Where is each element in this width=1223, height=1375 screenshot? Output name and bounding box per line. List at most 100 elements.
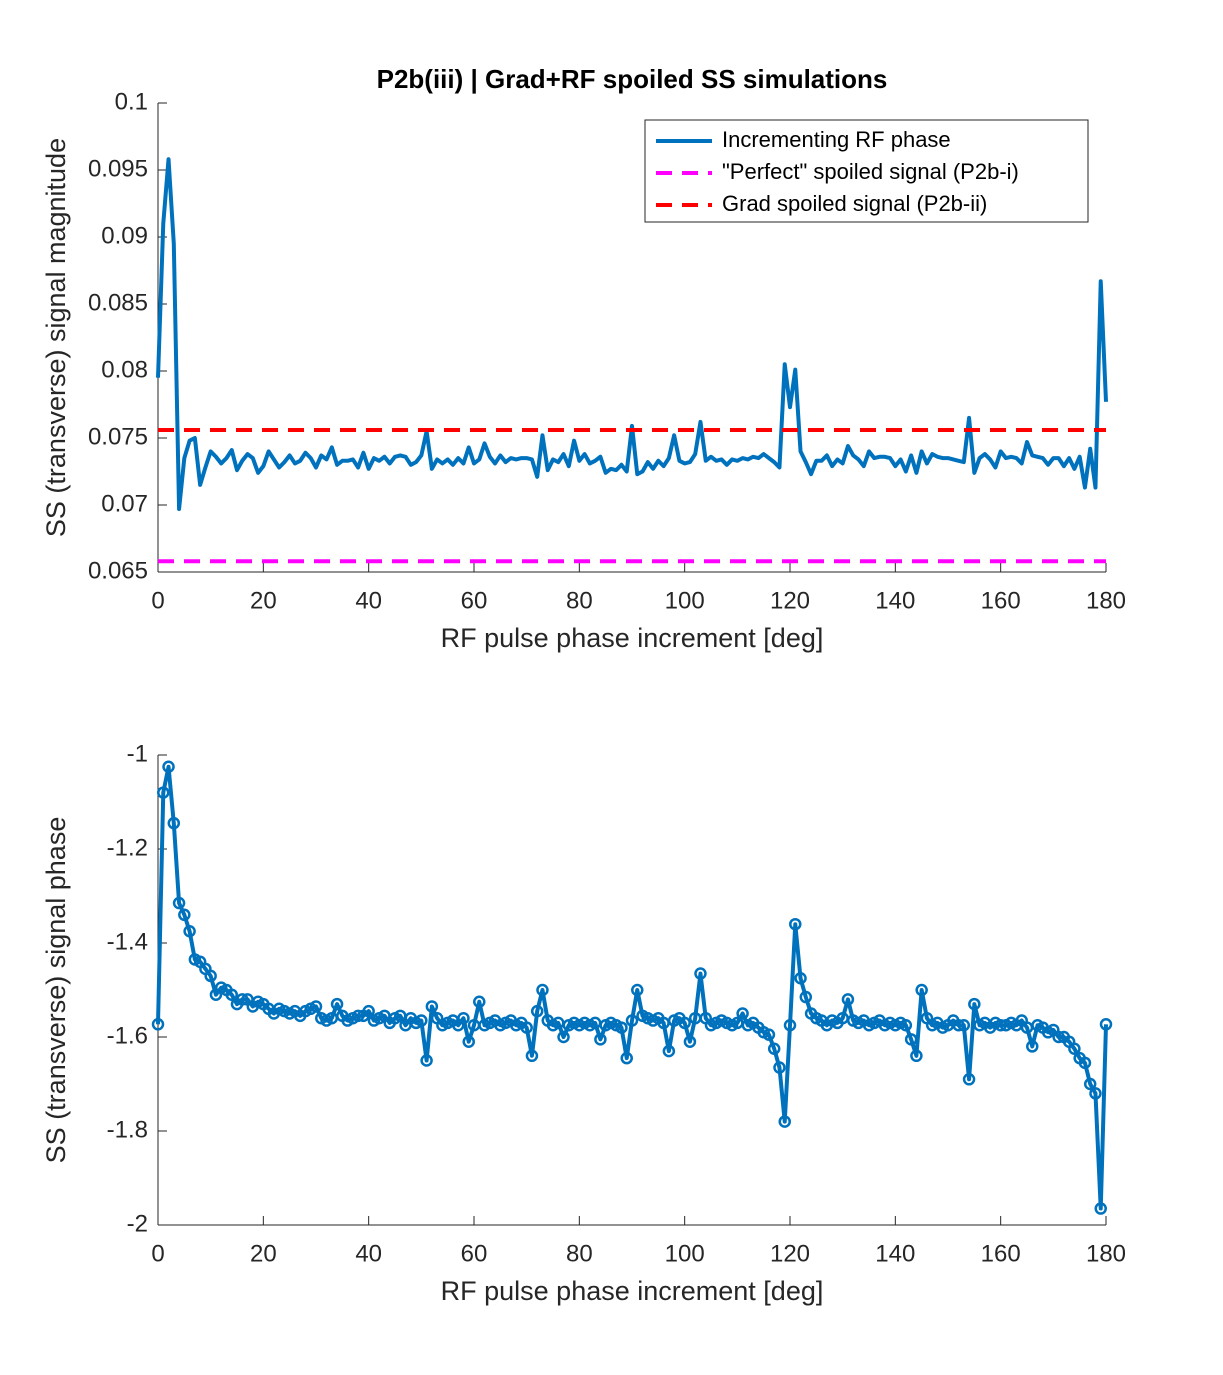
x-tick-label: 0 <box>151 1240 164 1267</box>
y-tick-label: -1.6 <box>107 1022 148 1049</box>
data-point <box>183 925 196 938</box>
y-axis-label: SS (transverse) signal phase <box>41 817 71 1164</box>
x-tick-label: 100 <box>665 1240 705 1267</box>
y-tick-label: 0.075 <box>88 423 148 450</box>
data-point <box>799 990 813 1004</box>
data-point <box>762 1028 776 1041</box>
data-point <box>910 1049 923 1063</box>
data-point <box>594 1033 607 1046</box>
data-point <box>683 1035 697 1048</box>
data-point <box>151 1018 165 1031</box>
data-point <box>330 997 344 1011</box>
data-point <box>625 1014 639 1027</box>
data-point <box>615 1021 628 1034</box>
x-tick-label: 180 <box>1086 1240 1126 1267</box>
data-point <box>157 786 170 799</box>
x-tick-label: 40 <box>355 1240 382 1267</box>
y-tick-label: 0.07 <box>101 490 148 517</box>
x-tick-label: 160 <box>981 587 1021 614</box>
data-point <box>620 1051 633 1065</box>
data-point <box>968 997 981 1011</box>
y-tick-label: -2 <box>127 1210 148 1237</box>
data-point <box>794 972 807 985</box>
data-point <box>520 1021 533 1034</box>
y-tick-label: -1.4 <box>107 928 148 955</box>
data-point <box>1099 1018 1113 1031</box>
data-point <box>557 1030 570 1044</box>
data-point <box>662 1044 676 1058</box>
x-tick-label: 120 <box>770 587 810 614</box>
y-tick-label: 0.08 <box>101 356 148 383</box>
data-point <box>457 1011 470 1025</box>
data-point <box>1078 1056 1092 1070</box>
data-point <box>420 1054 433 1067</box>
y-tick-label: 0.1 <box>115 88 148 115</box>
data-point <box>736 1007 749 1020</box>
data-point <box>415 1014 428 1027</box>
legend-label: Grad spoiled signal (P2b-ii) <box>722 191 987 216</box>
y-tick-label: 0.095 <box>88 155 148 182</box>
data-point <box>1089 1087 1102 1100</box>
x-tick-label: 120 <box>770 1240 810 1267</box>
legend-label: "Perfect" spoiled signal (P2b-i) <box>722 159 1019 184</box>
x-tick-label: 80 <box>566 1240 593 1267</box>
data-point <box>841 993 855 1006</box>
y-axis-label: SS (transverse) signal magnitude <box>41 138 71 537</box>
y-tick-label: 0.09 <box>101 222 148 249</box>
data-point <box>1083 1077 1097 1091</box>
data-point <box>536 983 549 997</box>
x-tick-label: 20 <box>250 587 277 614</box>
x-tick-label: 140 <box>875 1240 915 1267</box>
data-point <box>178 908 191 922</box>
data-point <box>767 1042 781 1055</box>
data-point <box>1068 1042 1081 1055</box>
y-tick-label: 0.085 <box>88 289 148 316</box>
y-tick-label: -1 <box>127 740 148 767</box>
x-tick-label: 80 <box>566 587 593 614</box>
x-tick-label: 100 <box>665 587 705 614</box>
legend: Incrementing RF phase "Perfect" spoiled s… <box>644 119 1089 223</box>
legend-box <box>644 119 1089 223</box>
data-point <box>236 993 249 1006</box>
data-point <box>1026 1040 1039 1053</box>
y-tick-label: -1.8 <box>107 1116 148 1143</box>
data-point <box>694 967 707 980</box>
data-point <box>952 1019 965 1032</box>
x-tick-label: 160 <box>981 1240 1021 1267</box>
data-point <box>957 1019 971 1032</box>
x-axis-label: RF pulse phase increment [deg] <box>441 623 824 653</box>
data-point <box>899 1019 913 1032</box>
data-point <box>778 1115 791 1128</box>
data-point <box>351 1009 365 1023</box>
data-point <box>167 816 181 830</box>
x-tick-label: 180 <box>1086 587 1126 614</box>
y-tick-label: 0.065 <box>88 557 148 584</box>
data-point <box>1052 1030 1065 1044</box>
data-point <box>225 988 238 1001</box>
x-tick-label: 140 <box>875 587 915 614</box>
data-point <box>530 1004 544 1018</box>
data-point <box>204 969 217 983</box>
data-point <box>773 1061 786 1074</box>
y-tick-label: -1.2 <box>107 834 148 861</box>
data-point <box>162 760 175 773</box>
data-point <box>462 1035 475 1048</box>
data-point <box>425 1000 439 1013</box>
data-point <box>525 1049 539 1063</box>
data-point <box>362 1004 375 1018</box>
data-point <box>473 995 486 1008</box>
x-tick-label: 20 <box>250 1240 277 1267</box>
x-tick-label: 60 <box>461 587 488 614</box>
legend-label: Incrementing RF phase <box>722 127 951 152</box>
x-tick-label: 40 <box>355 587 382 614</box>
data-point <box>631 983 644 997</box>
chart-title: P2b(iii) | Grad+RF spoiled SS simulation… <box>377 64 888 94</box>
data-point <box>962 1073 976 1086</box>
x-axis-label: RF pulse phase increment [deg] <box>441 1276 824 1306</box>
data-point <box>904 1033 918 1046</box>
x-tick-label: 60 <box>461 1240 488 1267</box>
data-point <box>309 1000 323 1013</box>
data-point <box>789 917 802 931</box>
data-point <box>783 1019 797 1032</box>
